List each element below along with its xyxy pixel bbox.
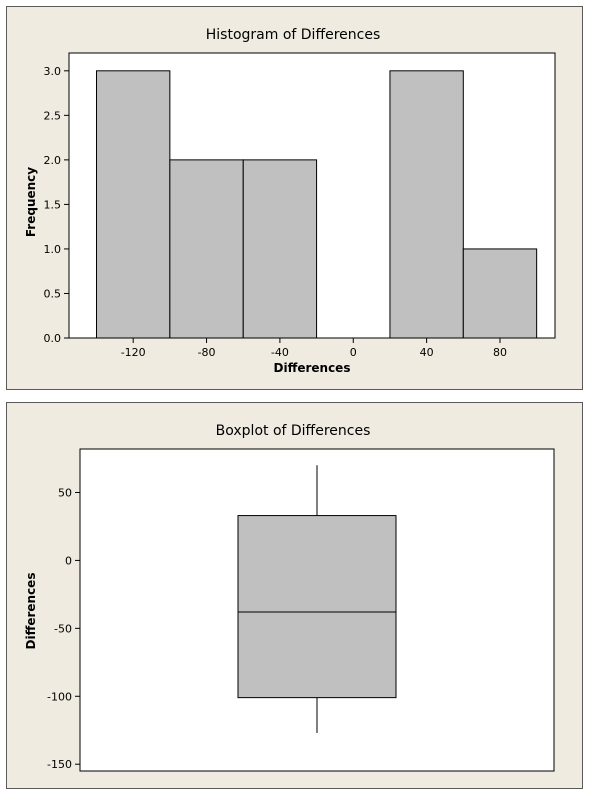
boxplot-y-tick-label: 50: [58, 486, 72, 499]
boxplot-y-axis-label: Differences: [24, 573, 38, 650]
histogram-bar-2: [242, 159, 318, 339]
histogram-y-tick-label: 1.5: [44, 198, 62, 211]
boxplot-y-tick-label: -150: [47, 758, 72, 771]
boxplot-panel: Boxplot of Differences -150 -100 -50 0 50 Di…: [6, 402, 583, 789]
histogram-x-tick-label: 0: [350, 346, 357, 359]
histogram-x-axis-label: Differences: [274, 361, 351, 375]
boxplot-title: Boxplot of Differences: [216, 423, 371, 439]
histogram-x-tick-label: 80: [493, 346, 507, 359]
histogram-bar-5: [462, 248, 538, 339]
histogram-y-tick-label: 2.5: [44, 109, 62, 122]
histogram-bar-0: [96, 70, 171, 339]
histogram-x-tick-label: -120: [121, 346, 146, 359]
histogram-panel: Histogram of Differences 0.0 0.5 1.0 1.5 2.0…: [6, 6, 583, 390]
histogram-x-tick-label: -40: [271, 346, 289, 359]
histogram-y-tick-label: 2.0: [44, 154, 62, 167]
histogram-bar-4: [389, 70, 464, 339]
histogram-x-tick-label: 40: [420, 346, 434, 359]
histogram-y-tick-label: 1.0: [44, 243, 62, 256]
histogram-y-tick-label: 3.0: [44, 65, 62, 78]
histogram-y-tick-label: 0.5: [44, 287, 62, 300]
histogram-y-tick-label: 0.0: [44, 332, 62, 345]
histogram-title: Histogram of Differences: [206, 27, 381, 43]
histogram-chart: Histogram of Differences 0.0 0.5 1.0 1.5 2.0…: [24, 27, 556, 375]
boxplot-y-tick-label: 0: [65, 554, 72, 567]
histogram-bar-1: [169, 159, 244, 339]
histogram-x-tick-label: -80: [198, 346, 216, 359]
boxplot-y-tick-label: -50: [54, 622, 72, 635]
boxplot-chart: Boxplot of Differences -150 -100 -50 0 50 Di…: [24, 423, 555, 772]
boxplot-box: [237, 515, 397, 699]
boxplot-y-tick-label: -100: [47, 690, 72, 703]
histogram-y-axis-label: Frequency: [24, 167, 38, 237]
